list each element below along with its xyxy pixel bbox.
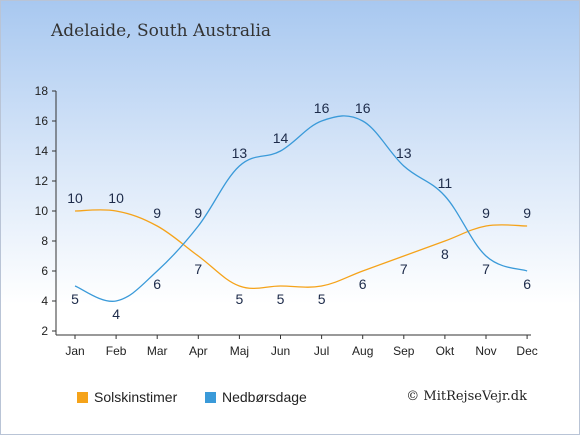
legend-item-rain: Nedbørsdage (205, 389, 307, 405)
x-tick-label: Jan (65, 344, 84, 358)
x-tick-label: Dec (516, 344, 537, 358)
data-label-sun: 10 (67, 190, 83, 206)
data-label-rain: 9 (194, 205, 202, 221)
x-tick-label: Nov (475, 344, 496, 358)
data-label-sun: 9 (153, 205, 161, 221)
legend-item-sun: Solskinstimer (77, 389, 177, 405)
data-label-sun: 7 (400, 261, 408, 277)
x-tick-label: Okt (436, 344, 455, 358)
x-tick-label: Maj (230, 344, 249, 358)
data-label-sun: 5 (236, 291, 244, 307)
y-tick-label: 8 (41, 234, 48, 248)
data-label-sun: 7 (194, 261, 202, 277)
legend-label-sun: Solskinstimer (94, 389, 178, 405)
x-tick-label: Sep (393, 344, 415, 358)
y-tick-label: 14 (35, 144, 49, 158)
data-label-rain: 7 (482, 261, 490, 277)
y-tick-label: 10 (35, 204, 49, 218)
data-label-rain: 16 (314, 100, 330, 116)
legend-swatch-sun (77, 391, 88, 403)
x-tick-label: Apr (189, 344, 208, 358)
y-tick-label: 18 (35, 84, 49, 98)
data-label-rain: 11 (438, 175, 453, 191)
x-tick-label: Mar (147, 344, 168, 358)
x-tick-label: Feb (106, 344, 127, 358)
data-label-sun: 6 (359, 276, 367, 292)
data-label-rain: 4 (112, 306, 120, 322)
data-label-sun: 9 (523, 205, 531, 221)
x-tick-label: Aug (352, 344, 373, 358)
data-label-rain: 14 (273, 130, 289, 146)
data-label-sun: 5 (277, 291, 285, 307)
data-label-rain: 13 (232, 145, 248, 161)
data-label-rain: 5 (71, 291, 79, 307)
y-tick-label: 16 (35, 114, 49, 128)
data-label-sun: 10 (108, 190, 124, 206)
data-label-rain: 13 (396, 145, 412, 161)
x-tick-label: Jul (314, 344, 329, 358)
data-label-sun: 8 (441, 246, 449, 262)
series-line-sun (74, 209, 528, 290)
y-tick-label: 4 (41, 294, 48, 308)
data-label-rain: 6 (153, 276, 161, 292)
y-tick-label: 12 (35, 174, 49, 188)
data-label-sun: 9 (482, 205, 490, 221)
credit-text: © MitRejseVejr.dk (406, 389, 527, 404)
data-label-rain: 6 (523, 276, 531, 292)
y-tick-label: 6 (41, 264, 48, 278)
data-label-sun: 5 (318, 291, 326, 307)
series-line-rain (74, 115, 528, 302)
y-tick-label: 2 (41, 324, 48, 338)
x-tick-label: Jun (271, 344, 290, 358)
legend-swatch-rain (205, 391, 216, 403)
chart-title: Adelaide, South Australia (51, 21, 272, 41)
data-label-rain: 16 (355, 100, 371, 116)
legend-label-rain: Nedbørsdage (222, 389, 307, 405)
